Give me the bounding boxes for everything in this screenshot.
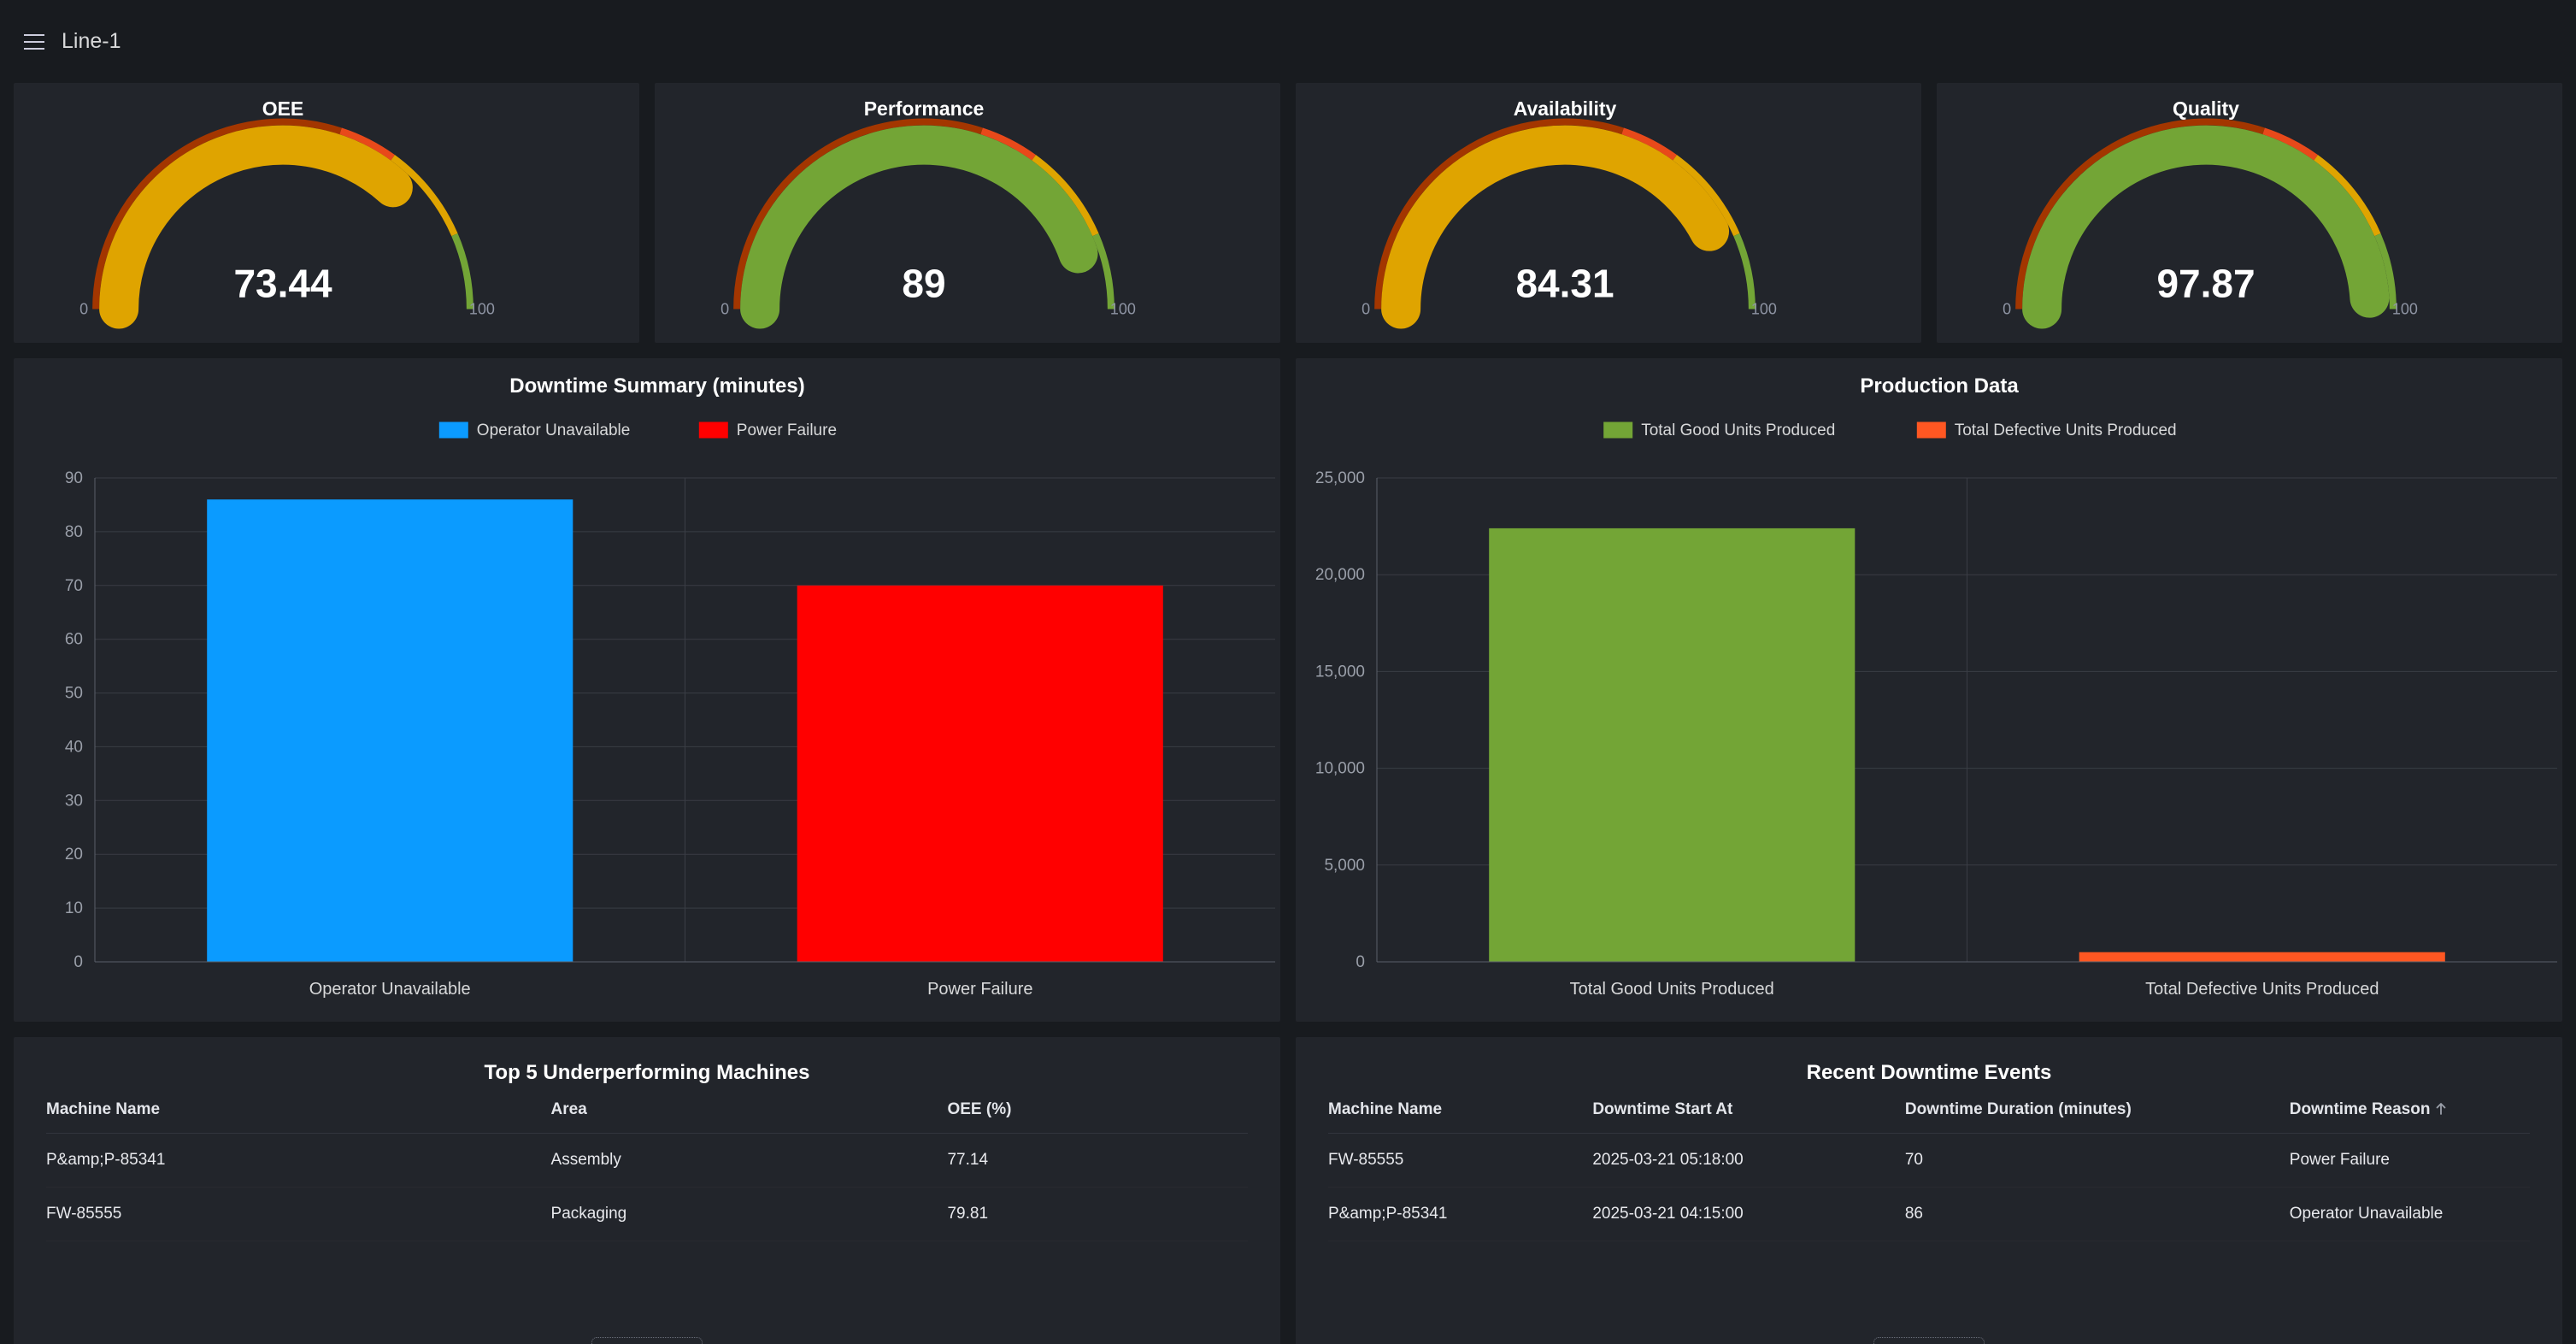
svg-text:0: 0 — [79, 301, 88, 318]
svg-text:0: 0 — [1356, 953, 1365, 971]
svg-text:100: 100 — [1751, 301, 1777, 318]
svg-text:40: 40 — [65, 738, 83, 756]
svg-text:Production Data: Production Data — [1860, 374, 2019, 398]
svg-text:Operator Unavailable: Operator Unavailable — [309, 980, 471, 999]
svg-text:73.44: 73.44 — [233, 261, 332, 305]
svg-text:0: 0 — [2003, 301, 2011, 318]
svg-text:50: 50 — [65, 685, 83, 703]
svg-text:89: 89 — [902, 261, 945, 305]
svg-text:5,000: 5,000 — [1324, 857, 1365, 875]
svg-text:20,000: 20,000 — [1315, 566, 1365, 584]
svg-text:Total Good Units Produced: Total Good Units Produced — [1641, 421, 1835, 439]
svg-text:30: 30 — [65, 792, 83, 810]
svg-text:Power Failure: Power Failure — [737, 421, 837, 439]
svg-text:Total Good Units Produced: Total Good Units Produced — [1570, 980, 1774, 999]
svg-text:100: 100 — [2392, 301, 2418, 318]
svg-text:Downtime Summary (minutes): Downtime Summary (minutes) — [509, 374, 804, 398]
svg-text:OEE: OEE — [262, 97, 304, 120]
svg-text:90: 90 — [65, 469, 83, 487]
svg-text:80: 80 — [65, 523, 83, 541]
svg-text:10: 10 — [65, 899, 83, 917]
svg-text:84.31: 84.31 — [1515, 261, 1614, 305]
svg-text:0: 0 — [720, 301, 729, 318]
svg-text:Power Failure: Power Failure — [927, 980, 1032, 999]
svg-text:100: 100 — [1110, 301, 1136, 318]
svg-text:Availability: Availability — [1514, 97, 1617, 120]
svg-text:10,000: 10,000 — [1315, 760, 1365, 778]
svg-text:15,000: 15,000 — [1315, 663, 1365, 681]
svg-text:0: 0 — [74, 953, 83, 971]
svg-text:70: 70 — [65, 577, 83, 595]
svg-text:Performance: Performance — [864, 97, 985, 120]
svg-text:25,000: 25,000 — [1315, 469, 1365, 487]
svg-text:97.87: 97.87 — [2156, 261, 2255, 305]
svg-text:Quality: Quality — [2173, 97, 2239, 120]
svg-text:Total Defective Units Produced: Total Defective Units Produced — [1955, 421, 2177, 439]
svg-text:Operator Unavailable: Operator Unavailable — [477, 421, 631, 439]
svg-text:60: 60 — [65, 631, 83, 649]
svg-text:0: 0 — [1362, 301, 1370, 318]
svg-text:20: 20 — [65, 846, 83, 864]
svg-text:100: 100 — [469, 301, 495, 318]
svg-text:Total Defective Units Produced: Total Defective Units Produced — [2145, 980, 2379, 999]
